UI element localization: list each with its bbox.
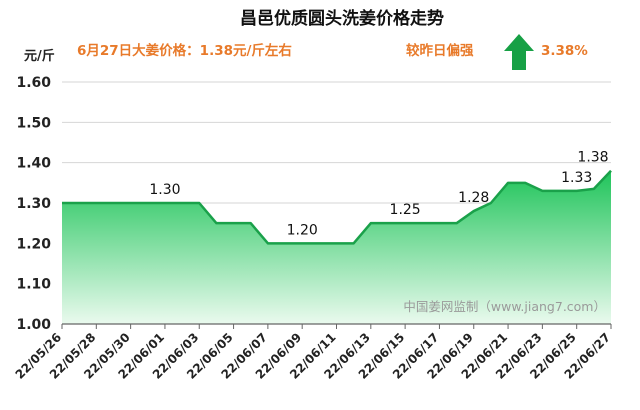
price-note: 6月27日大姜价格：1.38元/斤左右 <box>77 42 292 59</box>
series-area-fill <box>62 170 611 324</box>
data-label: 1.25 <box>390 202 421 218</box>
data-label: 1.33 <box>561 170 592 186</box>
up-arrow-icon <box>504 34 534 70</box>
series-line <box>62 169 612 245</box>
compare-label: 较昨日偏强 <box>406 42 474 59</box>
y-tick-label: 1.30 <box>16 196 51 212</box>
y-tick-label: 1.60 <box>16 75 51 91</box>
data-label: 1.20 <box>287 222 318 238</box>
watermark: 中国姜网监制（www.jiang7.com） <box>403 299 606 314</box>
series-area <box>62 169 612 324</box>
y-axis-unit: 元/斤 <box>24 48 55 64</box>
chart-title: 昌邑优质圆头洗姜价格走势 <box>240 8 444 29</box>
data-label: 1.30 <box>149 182 180 198</box>
y-tick-label: 1.10 <box>16 277 51 293</box>
y-tick-label: 1.50 <box>16 115 51 131</box>
data-label: 1.38 <box>577 150 608 166</box>
y-tick-label: 1.20 <box>16 236 51 252</box>
y-tick-label: 1.40 <box>16 156 51 172</box>
y-tick-label: 1.00 <box>16 317 51 333</box>
data-label: 1.28 <box>458 190 489 206</box>
change-percent: 3.38% <box>541 43 588 59</box>
data-labels: 1.30 1.20 1.25 1.28 1.33 1.38 <box>149 150 608 239</box>
y-axis-ticks: 1.00 1.10 1.20 1.30 1.40 1.50 1.60 <box>16 75 51 333</box>
x-axis-ticks: 22/05/2622/05/2822/05/3022/06/0122/06/03… <box>13 324 613 382</box>
